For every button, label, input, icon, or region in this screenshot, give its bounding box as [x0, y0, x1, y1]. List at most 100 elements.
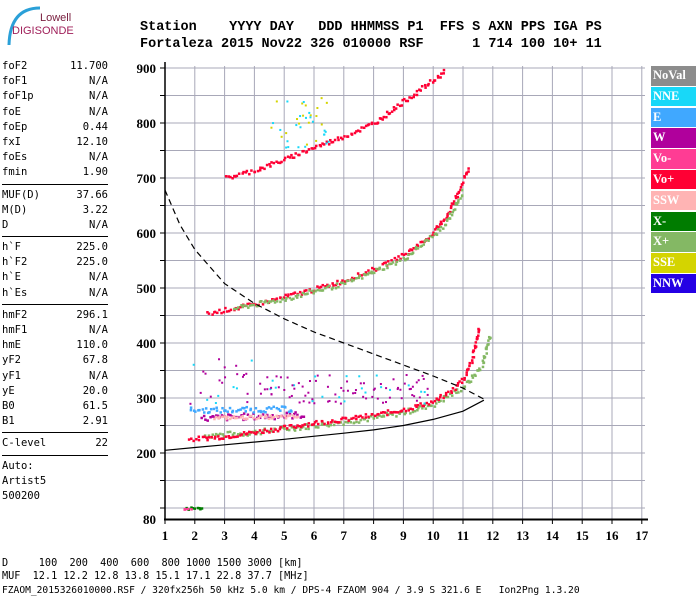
- trace-point: [398, 412, 401, 415]
- x-tick-label: 16: [606, 528, 620, 543]
- trace-point: [326, 285, 329, 289]
- param-label: foE: [2, 105, 21, 118]
- trace-point: [303, 423, 307, 426]
- trace-point: [414, 404, 417, 407]
- trace-point: [450, 202, 454, 205]
- trace-point: [289, 423, 293, 427]
- spread-echo-point: [346, 380, 349, 383]
- trace-point: [468, 361, 472, 365]
- spread-echo-point: [315, 139, 318, 142]
- x-tick-label: 11: [457, 528, 469, 543]
- param-row-hf2: h`F2 225.0: [2, 255, 108, 270]
- divider: [2, 183, 108, 185]
- trace-point: [227, 434, 230, 438]
- trace-point: [377, 267, 381, 271]
- param-value: 67.8: [82, 354, 108, 367]
- trace-point: [279, 426, 282, 429]
- trace-point: [385, 264, 388, 267]
- trace-point: [389, 411, 392, 414]
- trace-point: [240, 304, 243, 307]
- trace-point: [318, 286, 321, 289]
- legend-item-e: E: [651, 107, 696, 128]
- trace-point: [456, 192, 459, 196]
- trace-point: [436, 74, 440, 78]
- trace-point: [378, 414, 381, 417]
- trace-point: [386, 409, 390, 412]
- legend-item-nnw: NNW: [651, 273, 696, 294]
- footer-muf-row: MUF 12.1 12.2 12.8 13.8 15.1 17.1 22.8 3…: [2, 571, 309, 582]
- spread-echo-point: [218, 358, 221, 361]
- trace-point: [291, 414, 295, 417]
- trace-point: [226, 410, 229, 413]
- spread-echo-point: [296, 118, 299, 121]
- trace-point: [257, 410, 260, 413]
- trace-point: [336, 136, 340, 139]
- trace-point: [462, 181, 465, 185]
- trace-point: [382, 411, 385, 414]
- x-tick-label: 5: [281, 528, 288, 543]
- trace-point: [229, 436, 233, 439]
- param-label: foEs: [2, 151, 28, 164]
- spread-echo-point: [314, 375, 317, 378]
- trace-point: [431, 401, 435, 404]
- param-row-mufd: MUF(D) 37.66: [2, 188, 108, 203]
- trace-point: [311, 289, 314, 293]
- trace-point: [352, 279, 355, 282]
- trace-point: [330, 421, 333, 424]
- trace-point: [307, 422, 311, 425]
- param-row-hme: hmE 110.0: [2, 338, 108, 353]
- spread-echo-point: [307, 391, 310, 394]
- trace-point: [467, 170, 470, 173]
- trace-point: [395, 415, 398, 418]
- trace-point: [223, 415, 227, 418]
- trace-point: [388, 262, 391, 266]
- legend-item-sse: SSE: [651, 253, 696, 273]
- trace-point: [342, 423, 345, 427]
- param-value: N/A: [89, 218, 108, 231]
- spread-echo-point: [308, 401, 311, 404]
- param-label: h`Es: [2, 286, 28, 299]
- trace-point: [243, 406, 246, 410]
- trace-point: [463, 378, 466, 381]
- param-value: 296.1: [76, 308, 108, 321]
- spread-echo-point: [379, 383, 382, 386]
- trace-point: [402, 256, 405, 260]
- trace-point: [217, 433, 220, 437]
- trace-point: [282, 296, 286, 299]
- trace-point: [211, 433, 215, 436]
- trace-point: [367, 415, 370, 419]
- trace-point: [471, 361, 474, 365]
- autoscaling-line: Artist5: [2, 474, 47, 487]
- trace-point: [190, 437, 193, 440]
- trace-point: [301, 424, 304, 427]
- spread-echo-point: [270, 393, 273, 396]
- trace-point: [233, 416, 237, 420]
- trace-point: [255, 431, 259, 434]
- trace-point: [259, 166, 262, 169]
- trace-point: [427, 403, 431, 406]
- divider: [2, 432, 108, 434]
- spread-echo-point: [327, 140, 330, 143]
- trace-point: [433, 79, 437, 82]
- trace-point: [241, 406, 244, 410]
- spread-echo-point: [297, 382, 300, 385]
- trace-point: [435, 226, 438, 230]
- trace-point: [242, 431, 246, 434]
- x-tick-label: 17: [635, 528, 649, 543]
- trace-point: [255, 417, 258, 421]
- spread-echo-point: [339, 402, 342, 405]
- trace-point: [242, 170, 245, 174]
- trace-point: [322, 143, 326, 146]
- trace-point: [411, 251, 415, 255]
- param-label: D: [2, 218, 9, 231]
- trace-point: [451, 387, 455, 390]
- trace-point: [284, 299, 287, 302]
- trace-point: [487, 343, 490, 346]
- trace-point: [465, 172, 468, 176]
- trace-point: [361, 277, 364, 280]
- spread-echo-point: [408, 388, 411, 391]
- legend: NoVal NNE E W Vo- Vo+ SSW X- X+ SSE NNW: [651, 66, 696, 295]
- param-label: yF1: [2, 369, 21, 382]
- spread-echo-point: [232, 386, 235, 389]
- spread-echo-point: [346, 389, 349, 392]
